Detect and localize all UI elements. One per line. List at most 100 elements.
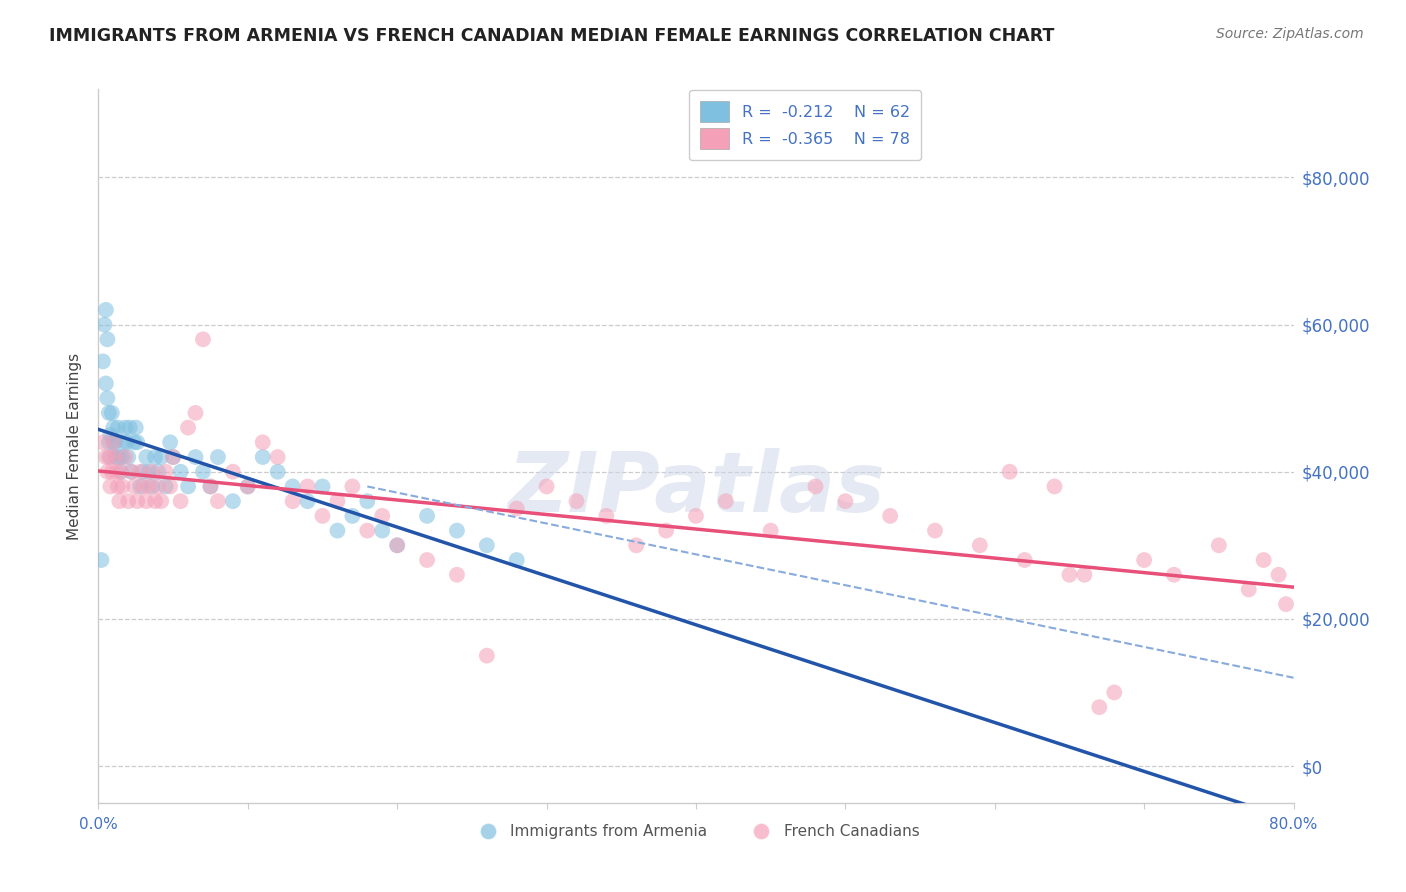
Y-axis label: Median Female Earnings: Median Female Earnings: [67, 352, 83, 540]
Point: [115, 435, 138, 450]
Point: [124, 435, 146, 450]
Point: [91, 354, 114, 368]
Point: [311, 508, 333, 523]
Point: [132, 465, 155, 479]
Point: [162, 450, 184, 464]
Point: [112, 435, 135, 450]
Point: [416, 553, 439, 567]
Point: [385, 538, 409, 552]
Point: [148, 479, 170, 493]
Point: [104, 450, 127, 464]
Point: [446, 567, 468, 582]
Point: [96, 465, 118, 479]
Point: [117, 450, 139, 464]
Point: [110, 465, 132, 479]
Point: [159, 435, 181, 450]
Point: [446, 524, 468, 538]
Point: [135, 450, 157, 464]
Point: [191, 332, 214, 346]
Point: [120, 465, 142, 479]
Point: [267, 450, 290, 464]
Point: [311, 479, 333, 493]
Point: [207, 494, 229, 508]
Point: [155, 465, 177, 479]
Point: [103, 435, 125, 450]
Point: [222, 465, 245, 479]
Point: [108, 494, 131, 508]
Point: [129, 465, 152, 479]
Point: [103, 420, 125, 434]
Point: [1073, 567, 1095, 582]
Point: [177, 479, 200, 493]
Point: [105, 465, 128, 479]
Point: [96, 391, 118, 405]
Text: IMMIGRANTS FROM ARMENIA VS FRENCH CANADIAN MEDIAN FEMALE EARNINGS CORRELATION CH: IMMIGRANTS FROM ARMENIA VS FRENCH CANADI…: [49, 27, 1054, 45]
Point: [98, 479, 122, 493]
Point: [162, 450, 184, 464]
Point: [1163, 567, 1185, 582]
Point: [120, 465, 142, 479]
Point: [1208, 538, 1230, 552]
Point: [1059, 567, 1081, 582]
Point: [371, 524, 394, 538]
Point: [475, 538, 498, 552]
Point: [169, 494, 191, 508]
Point: [94, 376, 117, 391]
Point: [565, 494, 588, 508]
Point: [1253, 553, 1275, 567]
Point: [1133, 553, 1156, 567]
Point: [297, 494, 319, 508]
Point: [371, 508, 394, 523]
Point: [326, 494, 349, 508]
Point: [103, 435, 125, 450]
Point: [129, 479, 152, 493]
Point: [177, 420, 200, 434]
Point: [506, 501, 529, 516]
Point: [159, 479, 181, 493]
Point: [804, 479, 827, 493]
Point: [138, 479, 160, 493]
Point: [252, 450, 274, 464]
Point: [91, 435, 114, 450]
Point: [1275, 597, 1298, 611]
Point: [184, 450, 207, 464]
Point: [879, 508, 901, 523]
Point: [117, 494, 139, 508]
Point: [281, 479, 304, 493]
Legend: Immigrants from Armenia, French Canadians: Immigrants from Armenia, French Canadian…: [467, 818, 925, 845]
Point: [252, 435, 274, 450]
Point: [111, 479, 134, 493]
Point: [143, 450, 166, 464]
Point: [759, 524, 782, 538]
Point: [111, 450, 134, 464]
Point: [107, 479, 129, 493]
Point: [475, 648, 498, 663]
Text: ZIPatlas: ZIPatlas: [508, 449, 884, 529]
Point: [1104, 685, 1126, 699]
Point: [356, 524, 378, 538]
Point: [110, 465, 132, 479]
Point: [96, 332, 118, 346]
Point: [356, 494, 378, 508]
Point: [98, 450, 122, 464]
Point: [1014, 553, 1036, 567]
Point: [93, 318, 115, 332]
Point: [108, 450, 131, 464]
Point: [132, 479, 155, 493]
Point: [127, 494, 149, 508]
Point: [105, 450, 128, 464]
Point: [97, 435, 120, 450]
Point: [124, 479, 146, 493]
Point: [107, 420, 129, 434]
Point: [236, 479, 259, 493]
Point: [200, 479, 222, 493]
Point: [236, 479, 259, 493]
Point: [222, 494, 245, 508]
Text: Source: ZipAtlas.com: Source: ZipAtlas.com: [1216, 27, 1364, 41]
Point: [114, 420, 136, 434]
Point: [1088, 700, 1111, 714]
Point: [281, 494, 304, 508]
Point: [150, 450, 173, 464]
Point: [118, 420, 141, 434]
Point: [141, 465, 163, 479]
